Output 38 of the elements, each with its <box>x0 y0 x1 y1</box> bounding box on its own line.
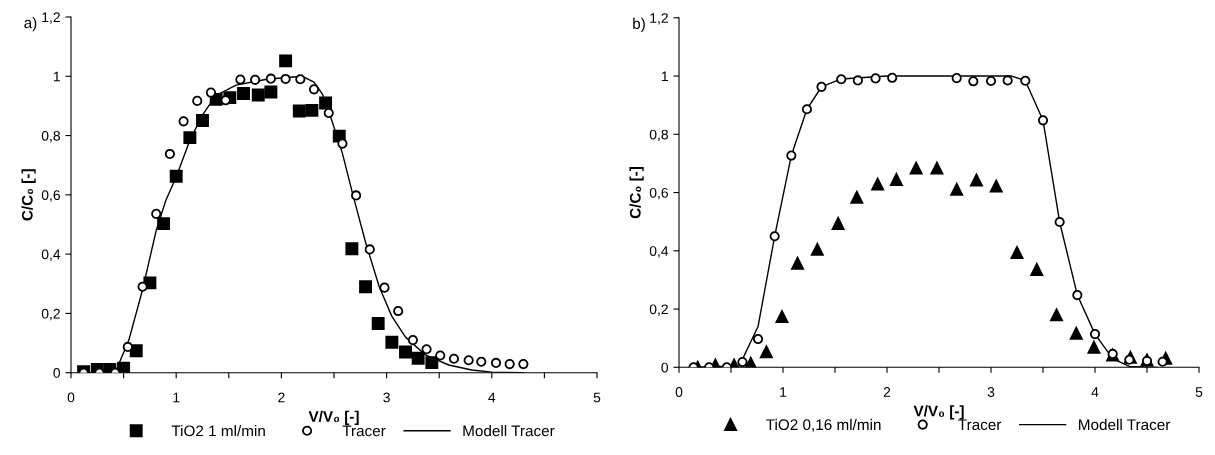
y-tick-label: 0,2 <box>649 304 668 316</box>
y-axis-title: C/C₀ [-] <box>629 167 644 219</box>
y-tick-label: 0,4 <box>649 246 669 258</box>
y-tick-label: 1 <box>661 71 668 82</box>
legend-label: TiO2 1 ml/min <box>171 425 265 437</box>
x-tick-label: 3 <box>383 392 390 403</box>
x-tick-label: 4 <box>1091 387 1099 397</box>
legend-label: Modell Tracer <box>1079 418 1171 431</box>
x-tick-label: 1 <box>173 392 180 403</box>
y-tick-label: 1,2 <box>42 12 60 24</box>
y-tick-label: 0,8 <box>649 129 668 142</box>
x-tick-label: 5 <box>593 392 601 403</box>
y-tick-label: 1 <box>53 71 60 82</box>
y-tick-label: 0,2 <box>41 308 60 321</box>
x-tick-label: 0 <box>67 392 75 403</box>
x-tick-label: 0 <box>675 387 683 397</box>
y-tick-label: 0,6 <box>649 187 668 200</box>
legend-label: Tracer <box>958 419 1002 431</box>
x-tick-label: 4 <box>488 392 496 403</box>
y-axis-title: C/C₀ [-] <box>21 169 36 221</box>
x-tick-label: 5 <box>1195 387 1203 397</box>
text: a) <box>24 17 37 32</box>
text: b) <box>633 17 645 33</box>
x-tick-label: 2 <box>883 387 891 397</box>
y-tick-label: 0 <box>53 368 61 378</box>
y-tick-label: 1,2 <box>650 13 668 25</box>
y-tick-label: 0 <box>661 362 669 373</box>
x-tick-label: 3 <box>987 387 995 397</box>
x-axis-title: V/V₀ [-] <box>308 410 359 425</box>
x-tick-label: 1 <box>780 387 787 397</box>
legend-label: Modell Tracer <box>463 425 555 437</box>
y-tick-label: 0,6 <box>41 190 60 202</box>
legend-label: Tracer <box>342 425 386 437</box>
x-axis-title: V/V₀ [-] <box>913 405 964 420</box>
legend-label: TiO2 0,16 ml/min <box>766 418 881 432</box>
y-tick-label: 0,8 <box>41 130 60 143</box>
y-tick-label: 0,4 <box>41 249 61 261</box>
x-tick-label: 2 <box>278 392 285 403</box>
